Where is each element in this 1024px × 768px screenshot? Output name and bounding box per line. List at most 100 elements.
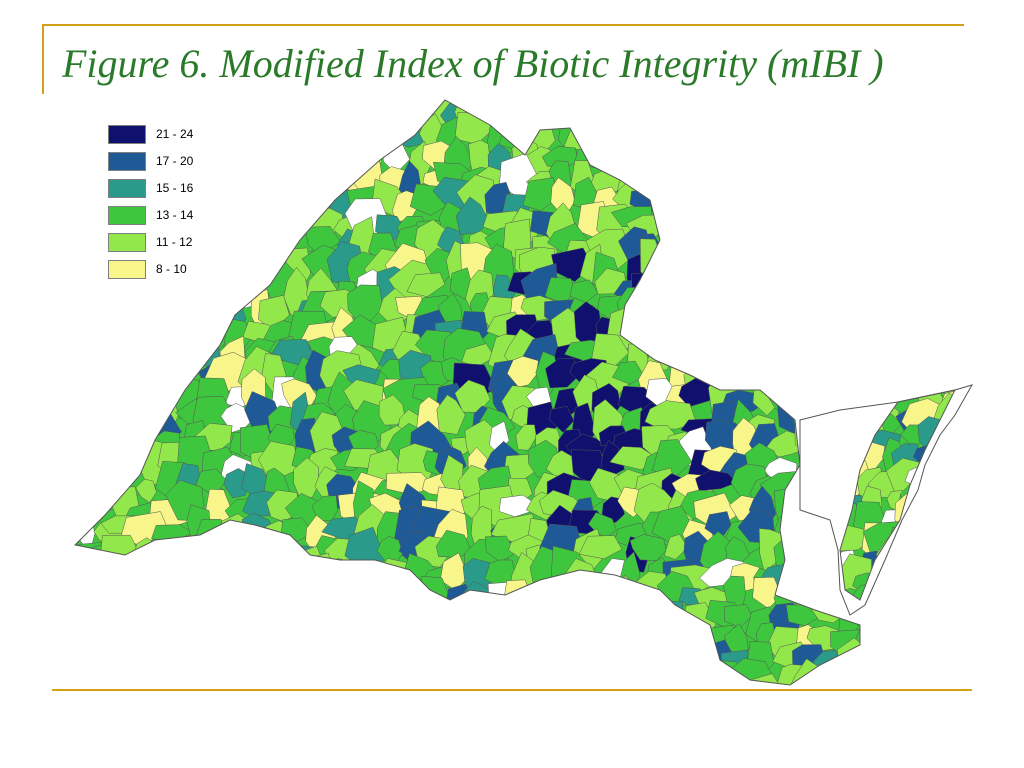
- watershed-cell: [75, 100, 86, 114]
- watershed-cell: [682, 123, 709, 146]
- watershed-cell: [666, 189, 699, 218]
- watershed-cell: [725, 337, 760, 366]
- watershed-cell: [75, 580, 77, 605]
- watershed-cell: [217, 195, 256, 237]
- watershed-cell: [79, 406, 123, 449]
- watershed-cell: [75, 182, 113, 218]
- watershed-cell: [825, 227, 860, 257]
- watershed-cell: [661, 204, 699, 240]
- watershed-cell: [739, 238, 783, 279]
- watershed-cell: [838, 100, 860, 105]
- watershed-cell: [331, 100, 370, 124]
- watershed-cell: [811, 162, 843, 189]
- watershed-cell: [128, 326, 160, 375]
- watershed-cell: [840, 397, 853, 437]
- watershed-cell: [691, 294, 718, 324]
- watershed-cell: [229, 100, 260, 118]
- watershed-cell: [75, 384, 99, 423]
- watershed-cell: [724, 178, 757, 220]
- watershed-cell: [655, 298, 694, 329]
- watershed-cell: [657, 600, 684, 629]
- watershed-cell: [193, 596, 231, 633]
- watershed-cell: [707, 325, 740, 372]
- watershed-cell: [150, 324, 194, 350]
- watershed-map-svg: [73, 99, 983, 686]
- watershed-cell: [765, 137, 806, 177]
- watershed-cell: [828, 380, 860, 425]
- watershed-cell: [220, 587, 263, 615]
- watershed-cell: [212, 100, 258, 130]
- watershed-cell: [840, 391, 843, 424]
- watershed-cell: [498, 100, 539, 111]
- watershed-cell: [505, 665, 532, 685]
- watershed-cell: [854, 138, 860, 167]
- watershed-cell: [441, 664, 460, 685]
- watershed-cell: [842, 156, 860, 189]
- watershed-cell: [695, 195, 735, 236]
- watershed-cell: [378, 558, 409, 592]
- watershed-cell: [782, 358, 832, 395]
- watershed-cell: [75, 403, 94, 444]
- watershed-cell: [111, 314, 148, 361]
- watershed-cell: [776, 316, 808, 341]
- watershed-cell: [877, 366, 904, 385]
- state-outline: [73, 99, 861, 686]
- watershed-cell: [640, 238, 667, 280]
- watershed-cell: [307, 173, 342, 197]
- watershed-cell: [931, 589, 955, 600]
- watershed-cell: [593, 598, 625, 639]
- watershed-cell: [239, 542, 267, 572]
- watershed-cell: [408, 624, 456, 663]
- watershed-cell: [836, 119, 860, 151]
- watershed-cell: [205, 249, 239, 283]
- watershed-cell: [702, 288, 736, 331]
- watershed-cell: [791, 113, 835, 151]
- watershed-cell: [75, 542, 82, 581]
- watershed-cell: [743, 187, 776, 217]
- watershed-cell: [578, 535, 623, 560]
- watershed-cell: [597, 100, 624, 110]
- watershed-cell: [536, 619, 557, 663]
- watershed-cell: [314, 583, 364, 607]
- watershed-cell: [812, 558, 846, 593]
- watershed-cell: [522, 177, 557, 212]
- watershed-cell: [75, 407, 84, 436]
- watershed-cell: [141, 646, 168, 676]
- watershed-cell: [246, 181, 273, 212]
- watershed-cell: [375, 632, 405, 658]
- watershed-cell: [835, 100, 860, 124]
- watershed-cell: [953, 483, 955, 521]
- watershed-cell: [832, 409, 860, 437]
- watershed-cell: [75, 604, 92, 625]
- watershed-cell: [638, 598, 663, 638]
- watershed-cell: [610, 100, 653, 105]
- watershed-cell: [174, 560, 210, 587]
- watershed-cell: [829, 196, 860, 244]
- watershed-cell: [648, 162, 673, 188]
- watershed-cell: [705, 225, 729, 258]
- watershed-cell: [317, 118, 366, 155]
- watershed-cell: [75, 145, 89, 170]
- watershed-cell: [554, 666, 588, 685]
- watershed-cell: [136, 608, 160, 657]
- watershed-cell: [957, 423, 983, 445]
- watershed-cell: [440, 624, 479, 652]
- watershed-cell: [928, 446, 955, 480]
- watershed-cell: [859, 154, 860, 191]
- watershed-cell: [506, 355, 539, 388]
- watershed-cell: [717, 189, 763, 237]
- watershed-cell: [840, 421, 849, 464]
- watershed-cell: [817, 100, 845, 110]
- watershed-cell: [240, 141, 289, 174]
- watershed-cell: [129, 100, 168, 114]
- watershed-cell: [763, 170, 801, 216]
- watershed-cell: [263, 169, 296, 194]
- watershed-cell: [159, 100, 196, 124]
- watershed-cell: [679, 100, 707, 109]
- watershed-cell: [806, 122, 841, 150]
- watershed-cell: [766, 100, 809, 123]
- watershed-cell: [172, 646, 211, 676]
- watershed-cell: [584, 586, 621, 613]
- watershed-cell: [75, 354, 100, 384]
- legend-item: 17 - 20: [108, 152, 193, 179]
